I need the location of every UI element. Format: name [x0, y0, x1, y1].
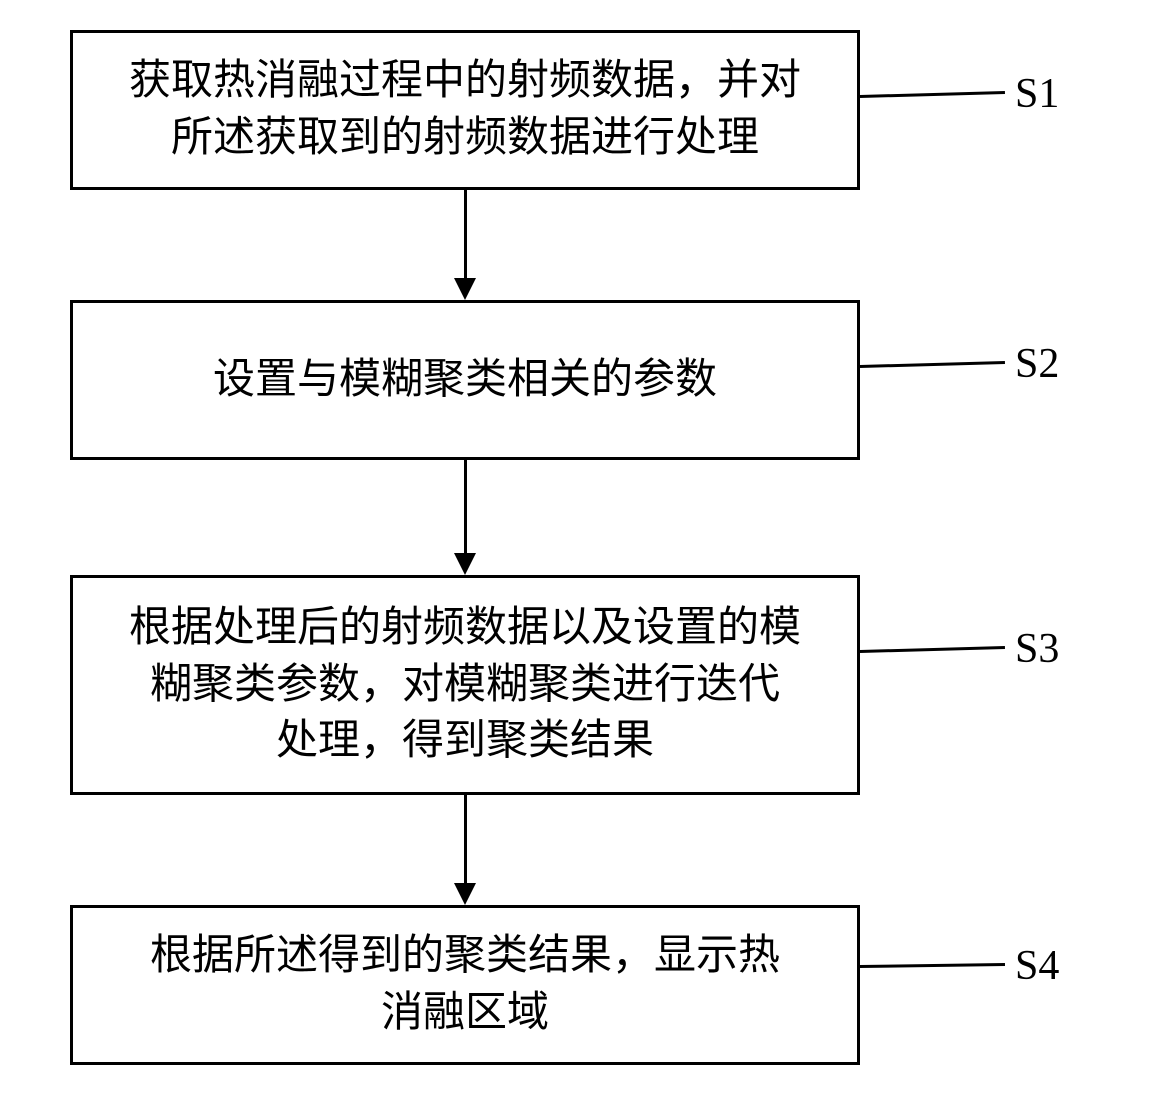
flow-arrow — [0, 0, 1160, 1113]
flowchart: 获取热消融过程中的射频数据，并对所述获取到的射频数据进行处理S1设置与模糊聚类相… — [0, 0, 1160, 1113]
